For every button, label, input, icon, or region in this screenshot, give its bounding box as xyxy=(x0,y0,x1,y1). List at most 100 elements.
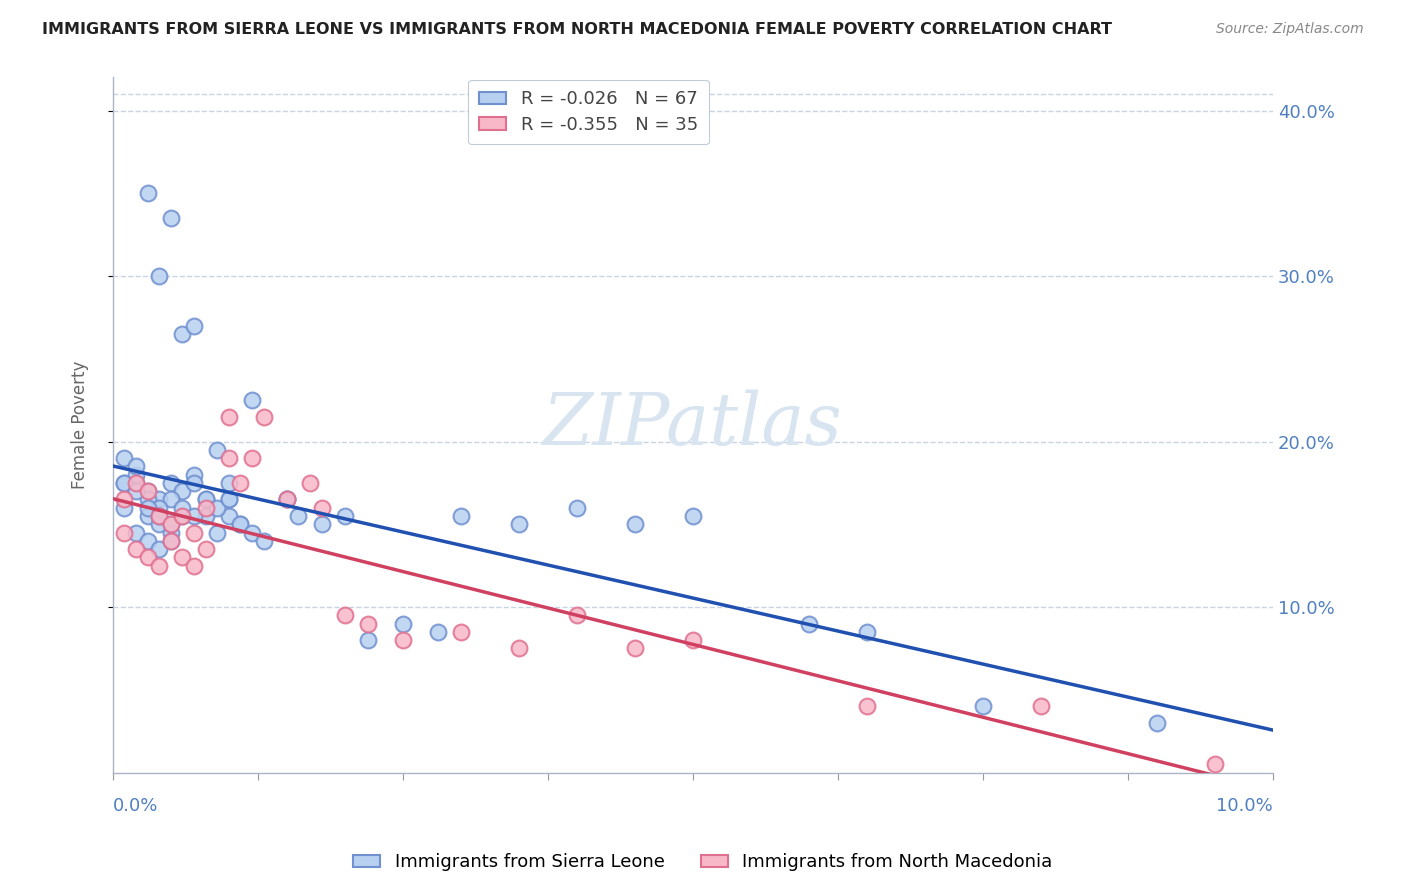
Point xyxy=(148,517,170,532)
Point xyxy=(160,492,183,507)
Point xyxy=(218,492,240,507)
Point xyxy=(207,500,229,515)
Point xyxy=(172,550,194,565)
Point xyxy=(136,186,159,201)
Point xyxy=(624,641,647,656)
Legend: R = -0.026   N = 67, R = -0.355   N = 35: R = -0.026 N = 67, R = -0.355 N = 35 xyxy=(468,79,709,145)
Point xyxy=(125,475,148,490)
Point xyxy=(253,533,276,548)
Point xyxy=(229,517,252,532)
Point xyxy=(125,542,148,557)
Point xyxy=(299,475,322,490)
Point xyxy=(172,484,194,499)
Point xyxy=(136,533,159,548)
Point xyxy=(194,542,217,557)
Point xyxy=(160,475,183,490)
Point xyxy=(218,451,240,466)
Point xyxy=(972,699,994,714)
Point xyxy=(148,558,170,573)
Point xyxy=(426,624,449,639)
Point xyxy=(856,699,879,714)
Point xyxy=(240,451,263,466)
Point xyxy=(114,475,136,490)
Point xyxy=(392,616,415,631)
Point xyxy=(287,508,309,523)
Point xyxy=(125,525,148,540)
Text: Source: ZipAtlas.com: Source: ZipAtlas.com xyxy=(1216,22,1364,37)
Point xyxy=(218,475,240,490)
Point xyxy=(565,500,588,515)
Point xyxy=(183,475,205,490)
Point xyxy=(125,459,148,474)
Point xyxy=(194,492,217,507)
Text: IMMIGRANTS FROM SIERRA LEONE VS IMMIGRANTS FROM NORTH MACEDONIA FEMALE POVERTY C: IMMIGRANTS FROM SIERRA LEONE VS IMMIGRAN… xyxy=(42,22,1112,37)
Point xyxy=(148,268,170,283)
Point xyxy=(333,608,356,623)
Point xyxy=(183,318,205,333)
Point xyxy=(194,508,217,523)
Point xyxy=(136,484,159,499)
Point xyxy=(125,484,148,499)
Point xyxy=(148,542,170,557)
Point xyxy=(311,500,333,515)
Point xyxy=(682,633,704,648)
Point xyxy=(172,500,194,515)
Point xyxy=(160,533,183,548)
Point xyxy=(357,633,380,648)
Point xyxy=(565,608,588,623)
Text: 0.0%: 0.0% xyxy=(112,797,159,815)
Point xyxy=(148,508,170,523)
Legend: Immigrants from Sierra Leone, Immigrants from North Macedonia: Immigrants from Sierra Leone, Immigrants… xyxy=(346,847,1060,879)
Point xyxy=(183,558,205,573)
Point xyxy=(160,211,183,226)
Point xyxy=(357,616,380,631)
Point xyxy=(148,492,170,507)
Point xyxy=(508,641,530,656)
Point xyxy=(183,525,205,540)
Point xyxy=(172,326,194,341)
Text: ZIPatlas: ZIPatlas xyxy=(543,390,842,460)
Point xyxy=(450,624,472,639)
Y-axis label: Female Poverty: Female Poverty xyxy=(72,360,89,489)
Point xyxy=(392,633,415,648)
Text: 10.0%: 10.0% xyxy=(1216,797,1272,815)
Point xyxy=(240,525,263,540)
Point xyxy=(276,492,298,507)
Point xyxy=(148,500,170,515)
Point xyxy=(797,616,820,631)
Point xyxy=(229,475,252,490)
Point xyxy=(136,550,159,565)
Point xyxy=(276,492,298,507)
Point xyxy=(183,467,205,482)
Point xyxy=(136,484,159,499)
Point xyxy=(114,492,136,507)
Point xyxy=(1146,715,1168,730)
Point xyxy=(240,393,263,408)
Point xyxy=(229,517,252,532)
Point xyxy=(114,475,136,490)
Point xyxy=(450,508,472,523)
Point xyxy=(160,517,183,532)
Point xyxy=(276,492,298,507)
Point xyxy=(194,500,217,515)
Point xyxy=(136,508,159,523)
Point xyxy=(148,508,170,523)
Point xyxy=(1204,757,1226,772)
Point xyxy=(218,508,240,523)
Point xyxy=(218,409,240,424)
Point xyxy=(856,624,879,639)
Point xyxy=(183,508,205,523)
Point xyxy=(682,508,704,523)
Point xyxy=(1029,699,1052,714)
Point xyxy=(114,500,136,515)
Point xyxy=(172,508,194,523)
Point xyxy=(253,409,276,424)
Point xyxy=(136,492,159,507)
Point xyxy=(508,517,530,532)
Point xyxy=(160,525,183,540)
Point xyxy=(311,517,333,532)
Point xyxy=(172,508,194,523)
Point xyxy=(136,500,159,515)
Point xyxy=(114,451,136,466)
Point xyxy=(333,508,356,523)
